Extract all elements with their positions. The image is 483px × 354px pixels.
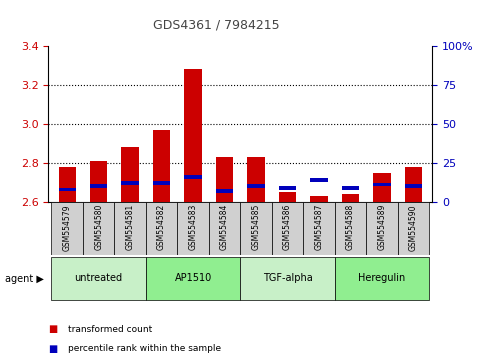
FancyBboxPatch shape bbox=[146, 257, 241, 300]
Bar bbox=[90, 161, 107, 202]
Text: GSM554589: GSM554589 bbox=[377, 204, 386, 251]
FancyBboxPatch shape bbox=[335, 257, 429, 300]
FancyBboxPatch shape bbox=[335, 202, 366, 255]
Bar bbox=[310, 196, 327, 202]
Bar bbox=[90, 184, 107, 188]
Text: ■: ■ bbox=[48, 344, 57, 354]
Text: Heregulin: Heregulin bbox=[358, 273, 406, 283]
FancyBboxPatch shape bbox=[303, 202, 335, 255]
Bar bbox=[185, 175, 202, 179]
FancyBboxPatch shape bbox=[366, 202, 398, 255]
Bar bbox=[373, 183, 391, 187]
FancyBboxPatch shape bbox=[241, 257, 335, 300]
Text: AP1510: AP1510 bbox=[174, 273, 212, 283]
FancyBboxPatch shape bbox=[52, 257, 146, 300]
Bar bbox=[405, 184, 422, 188]
Bar bbox=[122, 181, 139, 185]
Text: GSM554585: GSM554585 bbox=[252, 204, 260, 251]
Text: transformed count: transformed count bbox=[68, 325, 152, 334]
Bar bbox=[279, 192, 296, 202]
FancyBboxPatch shape bbox=[146, 202, 177, 255]
Bar bbox=[279, 186, 296, 189]
Bar bbox=[405, 167, 422, 202]
Bar bbox=[342, 186, 359, 189]
Bar bbox=[58, 188, 76, 191]
Text: agent ▶: agent ▶ bbox=[5, 274, 43, 284]
Bar bbox=[216, 189, 233, 193]
Text: GSM554586: GSM554586 bbox=[283, 204, 292, 251]
Text: GSM554579: GSM554579 bbox=[63, 204, 71, 251]
Bar bbox=[247, 157, 265, 202]
Bar bbox=[310, 178, 327, 182]
Bar bbox=[185, 69, 202, 202]
FancyBboxPatch shape bbox=[52, 202, 83, 255]
Bar bbox=[247, 184, 265, 188]
Text: GSM554581: GSM554581 bbox=[126, 204, 135, 250]
Bar bbox=[122, 147, 139, 202]
Text: untreated: untreated bbox=[74, 273, 123, 283]
FancyBboxPatch shape bbox=[241, 202, 272, 255]
Bar bbox=[153, 181, 170, 185]
FancyBboxPatch shape bbox=[177, 202, 209, 255]
FancyBboxPatch shape bbox=[209, 202, 241, 255]
Bar bbox=[58, 167, 76, 202]
Text: GSM554590: GSM554590 bbox=[409, 204, 418, 251]
Text: GSM554580: GSM554580 bbox=[94, 204, 103, 251]
Text: GSM554582: GSM554582 bbox=[157, 204, 166, 250]
Bar bbox=[373, 173, 391, 202]
Bar bbox=[153, 130, 170, 202]
FancyBboxPatch shape bbox=[272, 202, 303, 255]
Text: GDS4361 / 7984215: GDS4361 / 7984215 bbox=[153, 19, 280, 32]
Text: GSM554583: GSM554583 bbox=[188, 204, 198, 251]
Bar bbox=[216, 157, 233, 202]
Text: TGF-alpha: TGF-alpha bbox=[263, 273, 313, 283]
Text: percentile rank within the sample: percentile rank within the sample bbox=[68, 344, 221, 353]
Text: ■: ■ bbox=[48, 324, 57, 334]
Text: GSM554588: GSM554588 bbox=[346, 204, 355, 250]
FancyBboxPatch shape bbox=[114, 202, 146, 255]
FancyBboxPatch shape bbox=[83, 202, 114, 255]
Text: GSM554587: GSM554587 bbox=[314, 204, 324, 251]
FancyBboxPatch shape bbox=[398, 202, 429, 255]
Bar bbox=[342, 194, 359, 202]
Text: GSM554584: GSM554584 bbox=[220, 204, 229, 251]
